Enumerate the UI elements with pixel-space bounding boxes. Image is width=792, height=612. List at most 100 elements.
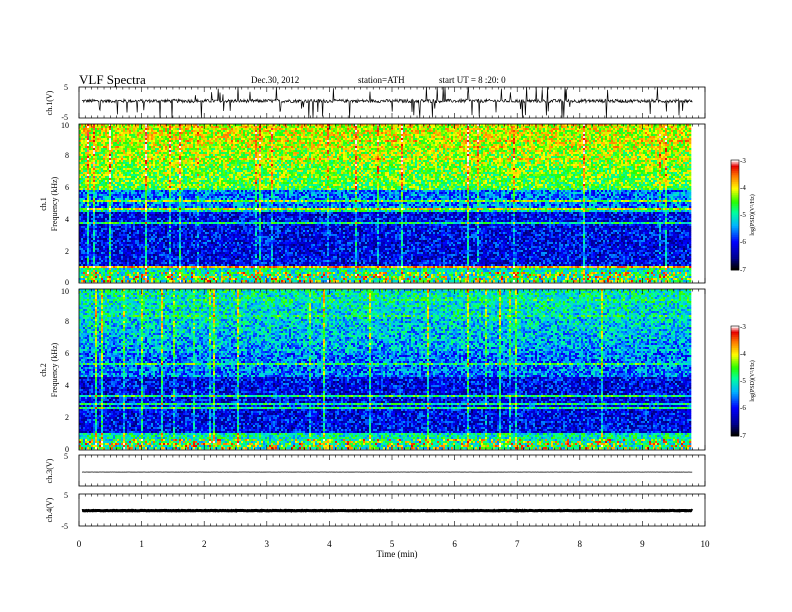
spectrogram-cell: [93, 276, 96, 279]
spectrogram-cell: [193, 196, 196, 199]
spectrogram-cell: [169, 214, 172, 217]
spectrogram-cell: [185, 248, 188, 251]
spectrogram-cell: [151, 126, 154, 129]
spectrogram-cell: [113, 258, 116, 261]
spectrogram-cell: [185, 136, 188, 139]
spectrogram-cell: [115, 154, 118, 157]
spectrogram-cell: [149, 262, 152, 265]
spectrogram-cell: [79, 190, 82, 193]
spectrogram-cell: [97, 180, 100, 183]
spectrogram-cell: [179, 170, 182, 173]
spectrogram-cell: [167, 196, 170, 199]
spectrogram-cell: [111, 248, 114, 251]
spectrogram-cell: [195, 232, 198, 235]
spectrogram-cell: [121, 260, 124, 263]
spectrogram-cell: [167, 264, 170, 267]
spectrogram-cell: [187, 188, 190, 191]
spectrogram-cell: [127, 204, 130, 207]
spectrogram-cell: [95, 228, 98, 231]
spectrogram-cell: [103, 192, 106, 195]
spectrogram-cell: [129, 150, 132, 153]
spectrogram-cell: [107, 262, 110, 265]
spectrogram-cell: [179, 270, 182, 273]
spectrogram-cell: [121, 170, 124, 173]
spectrogram-cell: [117, 160, 120, 163]
spectrogram-cell: [121, 214, 124, 217]
spectrogram-cell: [153, 202, 156, 205]
spectrogram-cell: [149, 240, 152, 243]
spectrogram-cell: [171, 250, 174, 253]
spectrogram-cell: [139, 246, 142, 249]
spectrogram-cell: [115, 258, 118, 261]
spectrogram-cell: [197, 262, 200, 265]
spectrogram-cell: [177, 174, 180, 177]
spectrogram-cell: [103, 136, 106, 139]
spectrogram-cell: [97, 206, 100, 209]
spectrogram-cell: [79, 134, 82, 137]
spectrogram-cell: [149, 220, 152, 223]
spectrogram-cell: [141, 200, 144, 203]
spectrogram-cell: [107, 276, 110, 279]
spectrogram-cell: [81, 196, 84, 199]
spectrogram-cell: [175, 230, 178, 233]
spectrogram-cell: [133, 178, 136, 181]
spectrogram-cell: [91, 192, 94, 195]
spectrogram-cell: [133, 224, 136, 227]
spectrogram-cell: [99, 268, 102, 271]
spectrogram-cell: [79, 222, 82, 225]
spectrogram-cell: [143, 246, 146, 249]
spectrogram-cell: [155, 144, 158, 147]
spectrogram-cell: [189, 154, 192, 157]
spectrogram-cell: [113, 240, 116, 243]
spectrogram-cell: [115, 150, 118, 153]
spectrogram-cell: [115, 246, 118, 249]
spectrogram-cell: [185, 164, 188, 167]
spectrogram-cell: [185, 186, 188, 189]
spectrogram-cell: [103, 274, 106, 277]
spectrogram-cell: [97, 232, 100, 235]
spectrogram-cell: [177, 140, 180, 143]
spectrogram-cell: [175, 192, 178, 195]
spectrogram-cell: [119, 276, 122, 279]
spectrogram-cell: [83, 194, 86, 197]
spectrogram-cell: [157, 266, 160, 269]
spectrogram-cell: [151, 184, 154, 187]
spectrogram-cell: [185, 158, 188, 161]
spectrogram-cell: [133, 216, 136, 219]
spectrogram-cell: [121, 146, 124, 149]
spectrogram-cell: [193, 178, 196, 181]
spectrogram-cell: [95, 156, 98, 159]
spectrogram-cell: [145, 142, 148, 145]
spectrogram-cell: [147, 272, 150, 275]
spectrogram-cell: [165, 202, 168, 205]
spectrogram-cell: [157, 230, 160, 233]
spectrogram-cell: [125, 226, 128, 229]
spectrogram-cell: [195, 128, 198, 131]
spectrogram-cell: [115, 182, 118, 185]
spectrogram-cell: [147, 190, 150, 193]
spectrogram-cell: [175, 204, 178, 207]
spectrogram-cell: [149, 250, 152, 253]
spectrogram-cell: [173, 192, 176, 195]
spectrogram-cell: [167, 156, 170, 159]
spectrogram-cell: [133, 230, 136, 233]
spectrogram-cell: [131, 266, 134, 269]
spectrogram-cell: [169, 270, 172, 273]
spectrogram-cell: [89, 162, 92, 165]
spectrogram-cell: [193, 130, 196, 133]
spectrogram-cell: [167, 226, 170, 229]
spectrogram-cell: [171, 214, 174, 217]
spectrogram-cell: [79, 160, 82, 163]
spectrogram-cell: [101, 176, 104, 179]
spectrogram-cell: [95, 232, 98, 235]
spectrogram-cell: [119, 224, 122, 227]
spectrogram-cell: [101, 278, 104, 281]
spectrogram-cell: [125, 158, 128, 161]
spectrogram-cell: [159, 242, 162, 245]
spectrogram-cell: [103, 254, 106, 257]
spectrogram-cell: [81, 168, 84, 171]
spectrogram-cell: [193, 252, 196, 255]
spectrogram-cell: [123, 228, 126, 231]
spectrogram-cell: [181, 248, 184, 251]
spectrogram-cell: [123, 158, 126, 161]
